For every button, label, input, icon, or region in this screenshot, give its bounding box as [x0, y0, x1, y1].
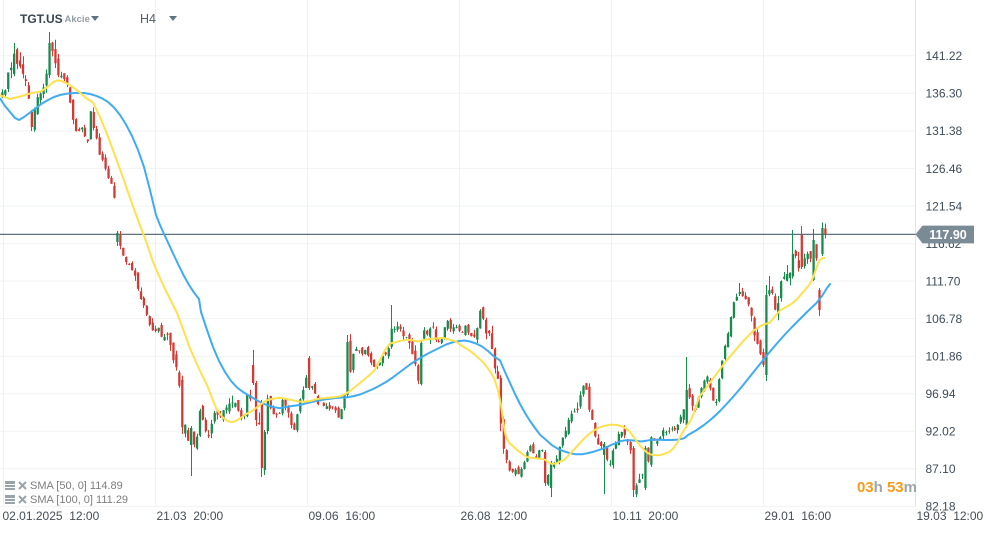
svg-text:87.10: 87.10 — [926, 462, 956, 476]
svg-text:101.86: 101.86 — [926, 350, 963, 364]
svg-text:117.90: 117.90 — [929, 228, 967, 242]
svg-text:82.18: 82.18 — [926, 500, 956, 514]
svg-text:96.94: 96.94 — [926, 387, 956, 401]
svg-text:106.78: 106.78 — [926, 312, 963, 326]
svg-text:121.54: 121.54 — [926, 199, 963, 213]
svg-text:111.70: 111.70 — [926, 274, 961, 288]
svg-text:136.30: 136.30 — [926, 87, 963, 101]
svg-text:126.46: 126.46 — [926, 162, 963, 176]
svg-text:131.38: 131.38 — [926, 124, 963, 138]
svg-text:92.02: 92.02 — [926, 425, 956, 439]
svg-text:141.22: 141.22 — [926, 49, 963, 63]
